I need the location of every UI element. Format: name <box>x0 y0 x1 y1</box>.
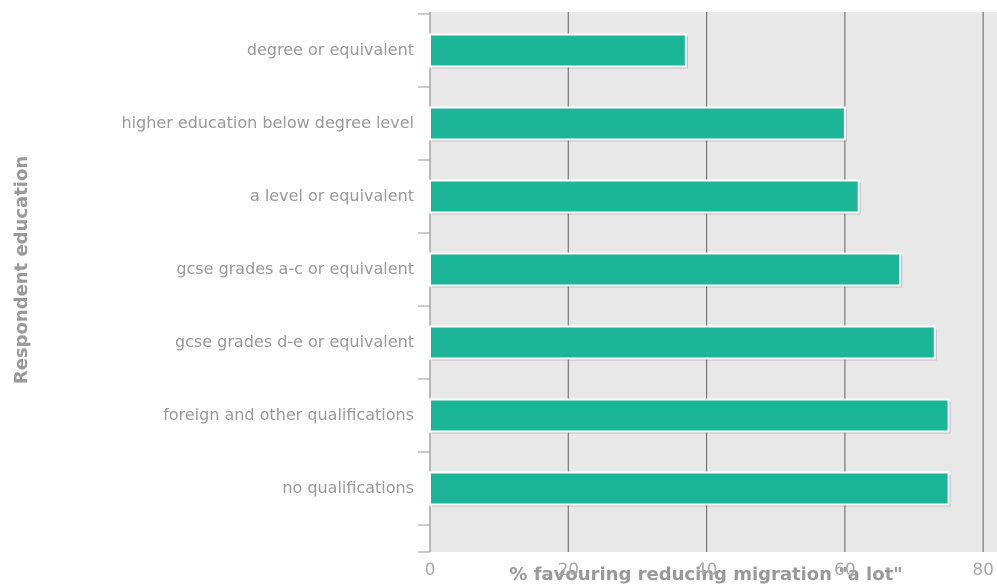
x-tick-label: 60 <box>834 560 856 580</box>
bar <box>429 179 860 214</box>
bar <box>429 325 936 360</box>
bar <box>429 398 950 433</box>
bar <box>429 33 687 68</box>
y-tick-label: degree or equivalent <box>247 40 414 59</box>
bar <box>429 106 846 141</box>
x-axis-label: % favouring reducing migration "a lot" <box>509 564 902 585</box>
x-tick-label: 20 <box>557 560 579 580</box>
x-tick-label: 40 <box>696 560 718 580</box>
x-tick-label: 0 <box>425 560 436 580</box>
y-tick-label: higher education below degree level <box>122 113 414 132</box>
x-tick-label: 80 <box>972 560 994 580</box>
y-tick-label: foreign and other qualifications <box>163 405 414 424</box>
bar <box>429 471 950 506</box>
y-tick-label: gcse grades d-e or equivalent <box>175 332 414 351</box>
y-tick-label: gcse grades a-c or equivalent <box>176 259 414 278</box>
y-tick-label: a level or equivalent <box>250 186 414 205</box>
bar <box>429 252 902 287</box>
y-axis-label: Respondent education <box>11 156 32 384</box>
y-tick-label: no qualifications <box>282 478 414 497</box>
